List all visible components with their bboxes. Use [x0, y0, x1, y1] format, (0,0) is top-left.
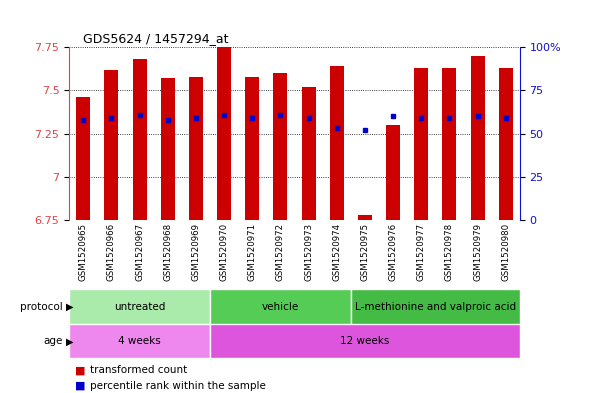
Bar [273, 73, 287, 220]
Bar [217, 47, 231, 220]
Text: GSM1520973: GSM1520973 [304, 223, 313, 281]
Text: GSM1520970: GSM1520970 [219, 223, 228, 281]
Text: GSM1520971: GSM1520971 [248, 223, 257, 281]
Text: GSM1520965: GSM1520965 [79, 223, 88, 281]
Bar [132, 59, 147, 220]
Text: GSM1520967: GSM1520967 [135, 223, 144, 281]
Text: GDS5624 / 1457294_at: GDS5624 / 1457294_at [83, 31, 228, 44]
Text: GSM1520978: GSM1520978 [445, 223, 454, 281]
Bar [442, 68, 457, 220]
Bar [76, 97, 90, 220]
Text: ▶: ▶ [66, 336, 73, 346]
Text: 12 weeks: 12 weeks [340, 336, 389, 346]
Bar [189, 77, 203, 220]
Text: GSM1520975: GSM1520975 [361, 223, 370, 281]
Bar [330, 66, 344, 220]
Bar [210, 289, 351, 324]
Text: GSM1520972: GSM1520972 [276, 223, 285, 281]
Bar [471, 56, 484, 220]
Text: GSM1520980: GSM1520980 [501, 223, 510, 281]
Text: untreated: untreated [114, 301, 165, 312]
Text: GSM1520968: GSM1520968 [163, 223, 172, 281]
Bar [69, 324, 210, 358]
Text: ▶: ▶ [66, 301, 73, 312]
Text: GSM1520977: GSM1520977 [416, 223, 426, 281]
Bar [386, 125, 400, 220]
Text: GSM1520976: GSM1520976 [389, 223, 398, 281]
Text: GSM1520974: GSM1520974 [332, 223, 341, 281]
Text: L-methionine and valproic acid: L-methionine and valproic acid [355, 301, 516, 312]
Bar [105, 70, 118, 220]
Text: GSM1520969: GSM1520969 [191, 223, 200, 281]
Text: vehicle: vehicle [262, 301, 299, 312]
Text: age: age [44, 336, 63, 346]
Text: percentile rank within the sample: percentile rank within the sample [90, 381, 266, 391]
Text: GSM1520979: GSM1520979 [473, 223, 482, 281]
Text: ■: ■ [75, 365, 85, 375]
Text: GSM1520966: GSM1520966 [107, 223, 116, 281]
Bar [358, 215, 372, 220]
Text: 4 weeks: 4 weeks [118, 336, 161, 346]
Text: ■: ■ [75, 381, 85, 391]
Bar [351, 289, 520, 324]
Bar [160, 78, 175, 220]
Bar [414, 68, 429, 220]
Bar [499, 68, 513, 220]
Bar [302, 87, 316, 220]
Text: protocol: protocol [20, 301, 63, 312]
Bar [210, 324, 520, 358]
Text: transformed count: transformed count [90, 365, 188, 375]
Bar [69, 289, 210, 324]
Bar [245, 77, 259, 220]
